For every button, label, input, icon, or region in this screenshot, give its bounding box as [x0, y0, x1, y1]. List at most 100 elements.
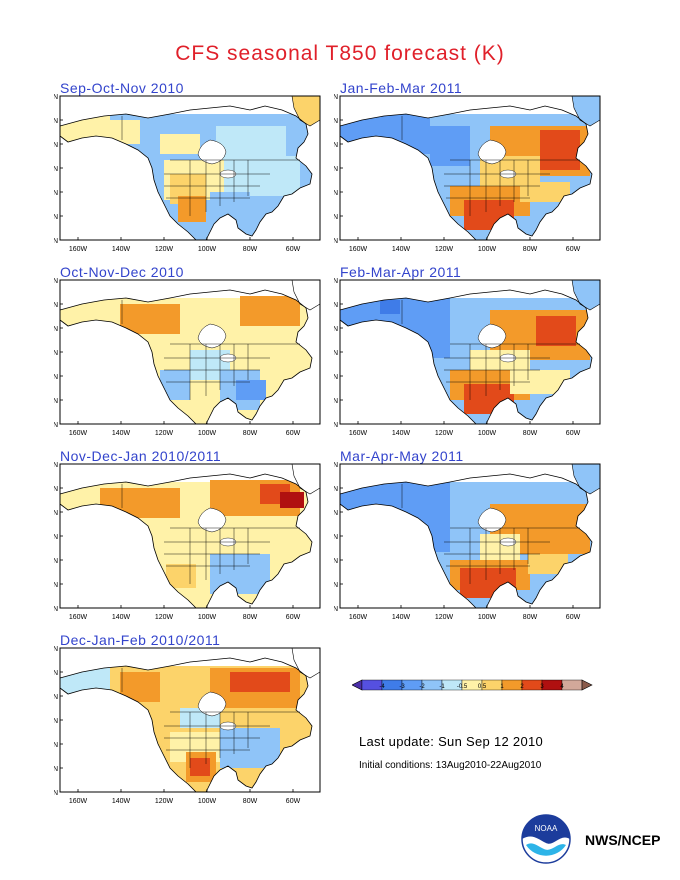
- lat-tick-label: 40N: [54, 190, 58, 197]
- lon-tick-label: 160W: [69, 614, 88, 621]
- lat-tick-label: 20N: [334, 238, 338, 245]
- colorbar-label: 0.5: [478, 684, 487, 690]
- lat-tick-label: 30N: [54, 582, 58, 589]
- anomaly-region: [160, 134, 200, 154]
- lat-tick-label: 20N: [334, 606, 338, 613]
- svg-text:NOAA: NOAA: [535, 824, 558, 833]
- forecast-panel: Dec-Jan-Feb 2010/201180N 70N 60N 50N 40N 30N 2…: [54, 632, 360, 822]
- lon-tick-label: 120W: [155, 798, 174, 805]
- colorbar-label: 4: [560, 684, 564, 690]
- anomaly-region: [120, 304, 180, 334]
- forecast-map: 80N 70N 60N 50N 40N 30N 20N 160W 140W 120W 100W 80W…: [54, 462, 321, 621]
- lat-tick-label: 50N: [54, 718, 58, 725]
- lat-tick-label: 40N: [334, 374, 338, 381]
- lat-tick-label: 40N: [334, 558, 338, 565]
- lon-tick-label: 120W: [155, 614, 174, 621]
- lat-tick-label: 70N: [54, 670, 58, 677]
- anomaly-region: [240, 296, 300, 326]
- lat-tick-label: 30N: [334, 214, 338, 221]
- lat-tick-label: 70N: [54, 486, 58, 493]
- lat-tick-label: 40N: [54, 558, 58, 565]
- lat-tick-label: 20N: [54, 238, 58, 245]
- lat-tick-label: 30N: [54, 214, 58, 221]
- lat-tick-label: 80N: [54, 278, 58, 285]
- lat-tick-label: 40N: [334, 190, 338, 197]
- lat-tick-label: 60N: [54, 142, 58, 149]
- colorbar-label: -2: [419, 684, 425, 690]
- panel-title: Sep-Oct-Nov 2010: [60, 80, 184, 96]
- anomaly-region: [236, 380, 266, 400]
- chart-title: CFS seasonal T850 forecast (K): [175, 42, 505, 65]
- lat-tick-label: 30N: [334, 398, 338, 405]
- lon-tick-label: 140W: [392, 614, 411, 621]
- panel-title: Nov-Dec-Jan 2010/2011: [60, 448, 222, 464]
- colorbar-label: 2: [520, 684, 524, 690]
- colorbar-label: -0.5: [457, 684, 468, 690]
- lat-tick-label: 70N: [334, 302, 338, 309]
- lon-tick-label: 80W: [243, 798, 258, 805]
- lat-tick-label: 30N: [54, 766, 58, 773]
- anomaly-region: [216, 126, 286, 156]
- lat-tick-label: 60N: [54, 510, 58, 517]
- lon-tick-label: 100W: [198, 246, 217, 253]
- lon-tick-label: 100W: [198, 430, 217, 437]
- lon-tick-label: 80W: [523, 614, 538, 621]
- lon-tick-label: 80W: [523, 246, 538, 253]
- lat-tick-label: 50N: [334, 534, 338, 541]
- lon-tick-label: 120W: [435, 614, 454, 621]
- lat-tick-label: 80N: [54, 646, 58, 653]
- panel-title: Oct-Nov-Dec 2010: [60, 264, 184, 280]
- anomaly-region: [280, 492, 304, 508]
- lat-tick-label: 60N: [334, 326, 338, 333]
- forecast-panel: Jan-Feb-Mar 201180N 70N 60N 50N 40N 30N 20N 160…: [334, 80, 640, 270]
- colorbar-label: -3: [399, 684, 405, 690]
- lon-tick-label: 60W: [286, 614, 301, 621]
- lat-tick-label: 40N: [54, 742, 58, 749]
- lon-tick-label: 60W: [286, 798, 301, 805]
- anomaly-region: [540, 130, 580, 170]
- lon-tick-label: 60W: [566, 430, 581, 437]
- lat-tick-label: 40N: [54, 374, 58, 381]
- anomaly-region: [210, 192, 250, 214]
- lon-tick-label: 160W: [349, 430, 368, 437]
- lon-tick-label: 160W: [69, 430, 88, 437]
- forecast-panel: Oct-Nov-Dec 201080N70N60N50N40N30N20N160…: [54, 264, 360, 454]
- lon-tick-label: 140W: [112, 614, 131, 621]
- initial-conditions-text: Initial conditions: 13Aug2010-22Aug2010: [359, 760, 542, 771]
- lon-tick-label: 80W: [243, 430, 258, 437]
- lon-tick-label: 160W: [69, 798, 88, 805]
- forecast-map: 80N 70N 60N 50N 40N 30N 20N 160W 140W 120W 100W 80W…: [334, 278, 601, 437]
- colorbar-swatch: [561, 679, 583, 691]
- lat-tick-label: 80N: [334, 278, 338, 285]
- lat-tick-label: 80N: [334, 462, 338, 469]
- anomaly-region: [166, 564, 196, 588]
- lat-tick-label: 80N: [54, 94, 58, 101]
- lon-tick-label: 80W: [523, 430, 538, 437]
- lat-tick-label: 20N: [54, 606, 58, 613]
- anomaly-region: [430, 126, 470, 166]
- forecast-panel: Sep-Oct-Nov 201080N70N60N50N40N30N20N160…: [54, 80, 360, 270]
- lat-tick-label: 80N: [54, 462, 58, 469]
- colorbar-label: 3: [540, 684, 544, 690]
- panel-title: Mar-Apr-May 2011: [340, 448, 464, 464]
- lat-tick-label: 50N: [334, 166, 338, 173]
- lat-tick-label: 60N: [54, 326, 58, 333]
- anomaly-region: [450, 504, 480, 544]
- lat-tick-label: 30N: [334, 582, 338, 589]
- colorbar-label: -4: [379, 684, 385, 690]
- lon-tick-label: 140W: [112, 798, 131, 805]
- lat-tick-label: 70N: [334, 486, 338, 493]
- lat-tick-label: 70N: [54, 302, 58, 309]
- lat-tick-label: 60N: [54, 694, 58, 701]
- lon-tick-label: 60W: [566, 246, 581, 253]
- lon-tick-label: 100W: [198, 798, 217, 805]
- colorbar-label: -1: [439, 684, 445, 690]
- lat-tick-label: 80N: [334, 94, 338, 101]
- colorbar-swatch: [501, 679, 523, 691]
- forecast-panel: Feb-Mar-Apr 201180N 70N 60N 50N 40N 30N 20N 160…: [334, 264, 640, 454]
- forecast-map: 80N 70N 60N 50N 40N 30N 20N 160W 140W 120W 100W 80W…: [54, 278, 321, 437]
- lon-tick-label: 80W: [243, 246, 258, 253]
- agency-label: NWS/NCEP: [585, 832, 661, 848]
- lon-tick-label: 60W: [566, 614, 581, 621]
- lon-tick-label: 100W: [478, 430, 497, 437]
